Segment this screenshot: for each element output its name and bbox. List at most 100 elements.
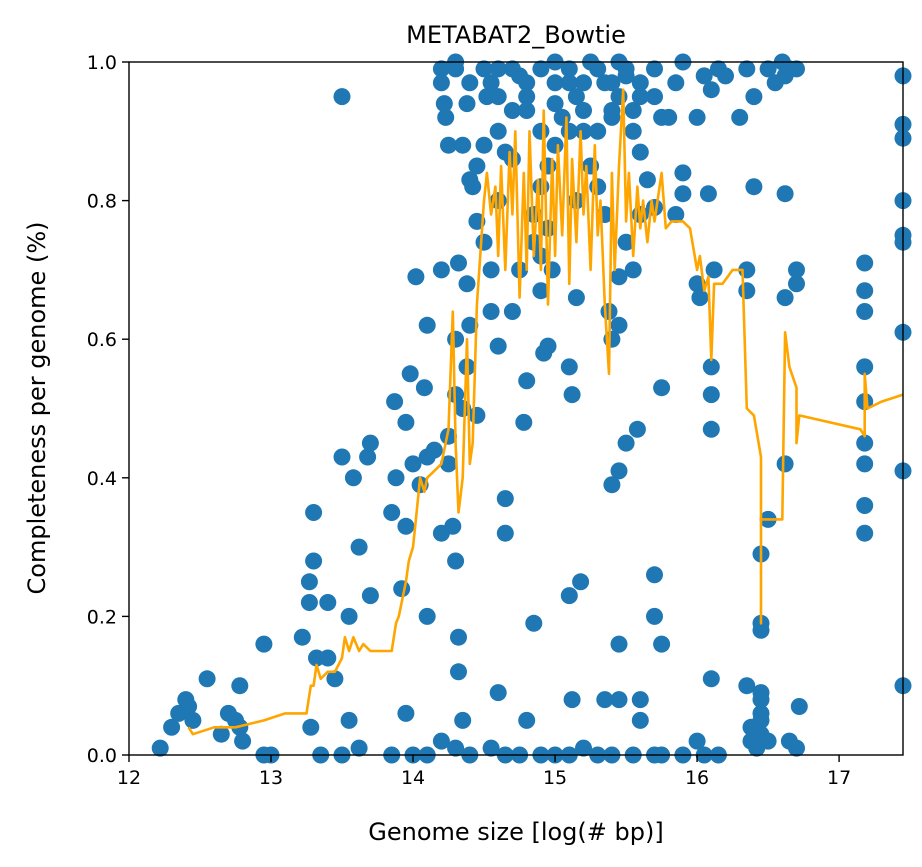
scatter-point — [489, 337, 507, 355]
scatter-point — [539, 219, 557, 237]
scatter-point — [350, 538, 368, 556]
scatter-point — [646, 88, 663, 106]
scatter-point — [788, 261, 805, 279]
x-tick-label: 16 — [685, 767, 709, 789]
scatter-point — [738, 60, 756, 78]
scatter-point — [653, 635, 671, 653]
scatter-point — [560, 587, 578, 605]
scatter-point — [435, 95, 453, 113]
scatter-point — [856, 497, 874, 514]
scatter-point — [163, 718, 181, 736]
trend-line-layer — [187, 88, 904, 736]
scatter-point — [667, 74, 685, 92]
x-tick-label: 12 — [117, 767, 141, 789]
scatter-point — [567, 88, 585, 106]
scatter-point — [702, 420, 720, 438]
scatter-point — [776, 289, 794, 307]
scatter-point — [198, 670, 216, 688]
scatter-point — [450, 254, 467, 272]
scatter-point — [333, 88, 351, 106]
scatter-point — [482, 261, 500, 279]
trend-line — [187, 88, 904, 736]
scatter-point — [333, 448, 351, 466]
scatter-point — [425, 441, 443, 459]
scatter-point — [475, 60, 493, 78]
scatter-point — [646, 60, 663, 78]
scatter-point — [518, 372, 536, 390]
scatter-point — [742, 718, 760, 736]
scatter-point — [482, 303, 500, 320]
scatter-point — [638, 171, 656, 189]
scatter-point — [705, 261, 723, 279]
scatter-point — [461, 74, 479, 92]
scatter-point — [404, 455, 422, 473]
scatter-point — [610, 316, 628, 334]
scatter-point — [515, 413, 533, 431]
scatter-point — [432, 732, 450, 750]
scatter-point — [617, 434, 635, 452]
scatter-point — [418, 607, 436, 625]
scatter-point — [518, 711, 536, 729]
scatter-point — [702, 670, 720, 688]
scatter-point — [691, 289, 709, 307]
scatter-point — [503, 150, 521, 168]
scatter-point — [151, 739, 169, 757]
scatter-point — [344, 469, 362, 487]
x-tick-label: 14 — [401, 767, 425, 789]
scatter-point — [596, 691, 614, 709]
scatter-point — [589, 178, 607, 196]
scatter-point — [503, 303, 521, 320]
x-axis-label: Genome size [log(# bp)] — [368, 818, 663, 846]
y-axis-label: Completeness per genome (%) — [23, 222, 51, 595]
scatter-point — [407, 268, 425, 286]
scatter-point — [340, 607, 358, 625]
scatter-point — [610, 268, 628, 286]
scatter-point — [401, 365, 419, 383]
scatter-point — [688, 275, 706, 293]
scatter-point — [603, 74, 621, 92]
scatter-point — [454, 711, 472, 729]
scatter-point — [300, 573, 318, 591]
scatter-point — [653, 379, 671, 397]
scatter-point — [674, 164, 692, 182]
scatter-point — [790, 698, 808, 715]
scatter-point — [326, 670, 344, 688]
scatter-point — [440, 136, 457, 154]
scatter-point — [489, 122, 507, 140]
scatter-point — [631, 711, 649, 729]
scatter-point — [305, 504, 323, 521]
scatter-point — [518, 102, 536, 119]
scatter-point — [575, 102, 592, 119]
scatter-point — [432, 60, 450, 78]
scatter-point — [503, 60, 521, 78]
scatter-point — [234, 732, 252, 750]
scatter-point — [603, 476, 621, 494]
y-tick-label: 0.8 — [87, 191, 117, 213]
scatter-point — [572, 573, 590, 591]
scatter-point — [546, 74, 564, 92]
scatter-point — [610, 462, 628, 480]
scatter-point — [856, 434, 874, 452]
scatter-point — [464, 178, 482, 196]
y-axis: 0.0 0.2 0.4 0.6 0.8 1.0 — [87, 52, 129, 767]
scatter-point — [350, 739, 368, 757]
scatter-point — [539, 337, 557, 355]
scatter-point — [482, 739, 500, 757]
scatter-point — [397, 413, 415, 431]
scatter-point — [745, 88, 763, 106]
scatter-point — [699, 185, 717, 203]
y-tick-label: 1.0 — [87, 52, 117, 74]
scatter-point — [387, 469, 405, 487]
scatter-point — [418, 316, 436, 334]
scatter-point — [646, 566, 663, 584]
scatter-point — [458, 95, 476, 113]
x-tick-label: 17 — [827, 767, 851, 789]
scatter-point — [695, 67, 713, 85]
scatter-point — [489, 684, 507, 702]
scatter-point — [437, 108, 455, 126]
scatter-point — [856, 303, 874, 320]
scatter-point — [525, 614, 543, 632]
scatter-point — [489, 88, 507, 106]
scatter-point — [450, 628, 467, 646]
